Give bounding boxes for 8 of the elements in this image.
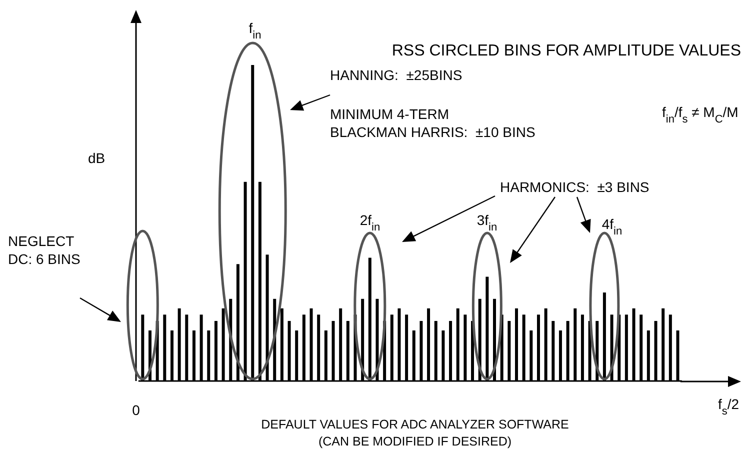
annotation: HANNING: ±25BINS bbox=[330, 67, 462, 83]
y-axis-title: dB bbox=[88, 150, 106, 166]
annotation: HARMONICS: ±3 BINS bbox=[500, 179, 650, 195]
x-axis-title: DEFAULT VALUES FOR ADC ANALYZER SOFTWARE (CAN BE MODIFIED IF DESIRED) bbox=[261, 418, 569, 448]
text: NEGLECT DC: 6 BINS bbox=[8, 233, 80, 267]
annotation: MINIMUM 4-TERM BLACKMAN HARRIS: ±10 BINS bbox=[330, 106, 536, 140]
text: 0 bbox=[132, 402, 140, 418]
chart-title: RSS CIRCLED BINS FOR AMPLITUDE VALUES bbox=[392, 42, 741, 60]
